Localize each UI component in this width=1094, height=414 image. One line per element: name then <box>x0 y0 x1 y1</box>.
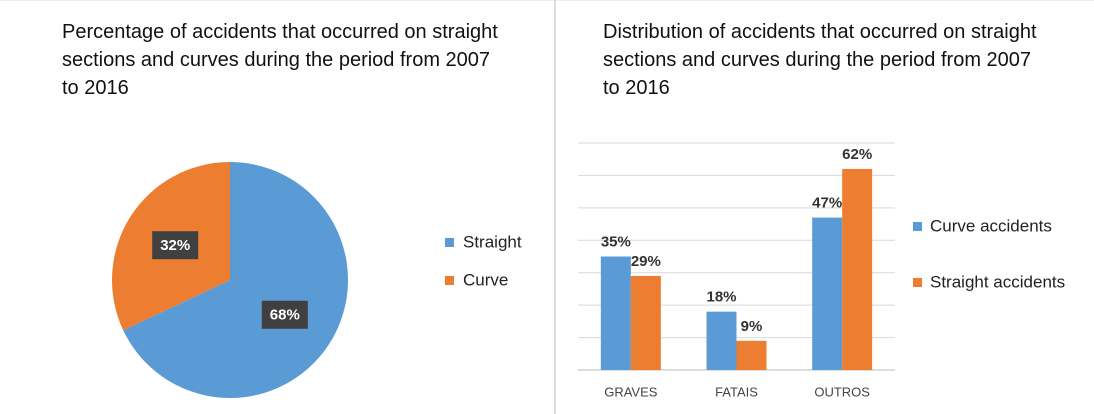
bar <box>736 340 767 370</box>
label-box <box>152 231 199 260</box>
bar <box>842 168 873 370</box>
bar <box>706 311 737 370</box>
data-label: 18% <box>706 289 736 306</box>
pie-slice <box>123 162 348 398</box>
legend-swatch <box>445 276 454 285</box>
pie-title: Percentage of accidents that occurred on… <box>62 21 498 99</box>
label-box <box>261 300 308 329</box>
bar <box>812 217 843 370</box>
legend-swatch <box>445 238 454 247</box>
legend-swatch <box>913 222 922 231</box>
x-tick-label: GRAVES <box>604 384 658 399</box>
data-label: 47% <box>812 195 842 212</box>
data-label: 35% <box>601 233 631 250</box>
data-label: 29% <box>631 253 661 270</box>
legend-label: Curve <box>463 270 508 289</box>
x-tick-label: FATAIS <box>715 384 758 399</box>
x-tick-label: OUTROS <box>814 384 870 399</box>
bar-title: Distribution of accidents that occurred … <box>603 21 1037 99</box>
legend-label: Straight accidents <box>930 272 1065 291</box>
legend-box <box>905 195 1094 325</box>
data-label: 9% <box>741 318 763 335</box>
data-label: 32% <box>160 237 190 254</box>
legend-swatch <box>913 278 922 287</box>
legend-label: Straight <box>463 232 522 251</box>
bar <box>630 275 661 370</box>
data-label: 68% <box>270 307 300 324</box>
bar <box>600 256 631 370</box>
legend-label: Curve accidents <box>930 216 1052 235</box>
data-label: 62% <box>842 146 872 163</box>
